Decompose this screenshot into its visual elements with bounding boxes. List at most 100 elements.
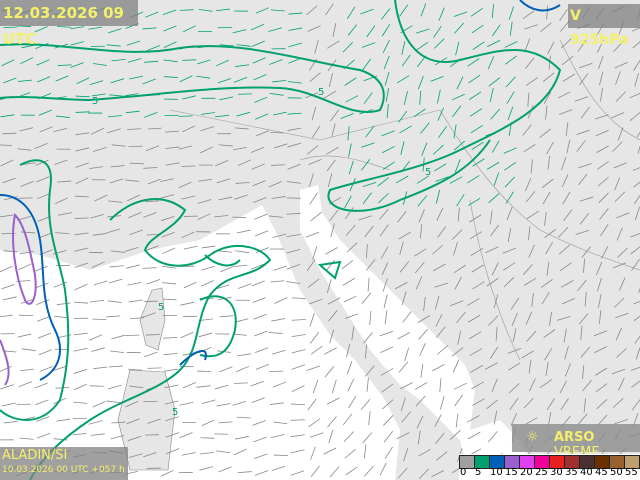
wind-barb: [342, 41, 353, 53]
wind-barb: [449, 429, 461, 440]
wind-barb: [579, 196, 594, 202]
wind-barb: [632, 167, 640, 171]
wind-barb: [543, 329, 556, 338]
wind-barb: [469, 108, 483, 117]
wind-barb: [593, 330, 608, 337]
wind-barb: [127, 128, 142, 130]
wind-barb: [55, 75, 69, 82]
wind-barb: [467, 298, 480, 306]
sea-adriatic: [300, 185, 505, 480]
wind-barb: [379, 330, 394, 337]
wind-barb: [233, 264, 248, 268]
wind-barb: [579, 62, 593, 69]
wind-barb: [106, 315, 121, 318]
wind-barb: [578, 173, 588, 186]
wind-barb: [290, 419, 305, 421]
wind-barb: [269, 215, 284, 218]
wind-barb: [111, 334, 125, 340]
wind-barb: [21, 348, 36, 352]
wind-barb: [582, 364, 585, 379]
wind-barb: [330, 109, 340, 122]
wind-barb: [433, 144, 444, 155]
wind-barb: [414, 262, 425, 274]
wind-barb: [109, 265, 124, 268]
wind-barb: [596, 145, 609, 153]
wind-barb: [286, 233, 301, 238]
wind-barb: [470, 124, 483, 134]
wind-barb: [383, 55, 390, 70]
wind-barb: [618, 377, 625, 391]
wind-barb: [343, 431, 355, 442]
wind-barb: [271, 196, 286, 199]
wind-barb: [488, 77, 501, 87]
wind-barb: [345, 95, 359, 103]
wind-barb: [308, 159, 322, 165]
wind-barb: [18, 263, 32, 271]
wind-barb: [219, 44, 234, 47]
wind-barb: [613, 162, 627, 169]
wind-barb: [436, 207, 444, 221]
wind-barb: [580, 106, 590, 119]
wind-barb: [254, 96, 268, 103]
wind-barb: [217, 78, 232, 84]
wind-barb: [252, 57, 266, 64]
wind-barb: [598, 310, 602, 325]
wind-barb: [324, 347, 337, 355]
wind-barb: [488, 193, 500, 204]
wind-barb: [468, 74, 481, 84]
wind-barb: [73, 332, 88, 336]
wind-barb: [39, 366, 53, 372]
wind-barb: [323, 447, 337, 455]
wind-barb: [358, 215, 372, 221]
legend-tick: 35: [565, 467, 578, 478]
wind-barb: [162, 282, 177, 285]
wind-barb: [73, 383, 87, 391]
wind-barb: [362, 432, 373, 444]
wind-barb: [547, 41, 555, 55]
wind-barb: [287, 81, 302, 84]
wind-barb: [111, 144, 126, 147]
wind-barb: [73, 301, 88, 304]
wind-barb: [471, 24, 484, 34]
model-run: 10.03.2026 00 UTC +057 h: [2, 465, 125, 475]
wind-barb: [236, 111, 251, 117]
field-level-label: V 925hPa: [568, 4, 640, 48]
color-legend: 0 5 10 15 20 25 30 35 40 45 50 55: [459, 454, 640, 480]
wind-barb: [182, 95, 196, 100]
wind-barb: [467, 431, 481, 440]
wind-barb: [90, 433, 105, 436]
wind-barb: [129, 162, 144, 165]
wind-barb: [160, 470, 174, 477]
wind-barb: [398, 231, 412, 240]
wind-barb: [434, 295, 440, 310]
wind-barb: [252, 420, 266, 426]
wind-barb: [633, 194, 640, 205]
wind-barb: [399, 241, 404, 256]
wind-barb: [255, 113, 269, 120]
wind-barb: [342, 277, 355, 286]
wind-barb: [314, 39, 319, 54]
wind-barb: [163, 352, 178, 356]
wind-barb: [418, 448, 431, 457]
legend-tick: 55: [625, 467, 638, 478]
wind-barb: [163, 59, 178, 63]
wind-barb: [360, 398, 371, 410]
wind-barb: [196, 75, 211, 79]
wind-barb: [613, 41, 624, 52]
wind-barb: [312, 125, 321, 138]
wind-barb: [382, 399, 394, 410]
wind-barb: [106, 44, 121, 47]
wind-barb: [563, 328, 567, 343]
wind-barb: [126, 40, 141, 46]
wind-barb: [419, 342, 426, 357]
wind-barb: [129, 317, 144, 320]
wind-barb: [400, 397, 406, 412]
wind-barb: [233, 448, 247, 456]
wind-barb: [309, 298, 323, 305]
wind-barb: [415, 395, 426, 407]
wind-barb: [183, 281, 197, 289]
wind-barb: [142, 312, 156, 318]
wind-barb: [453, 11, 468, 17]
wind-barb: [438, 126, 447, 138]
